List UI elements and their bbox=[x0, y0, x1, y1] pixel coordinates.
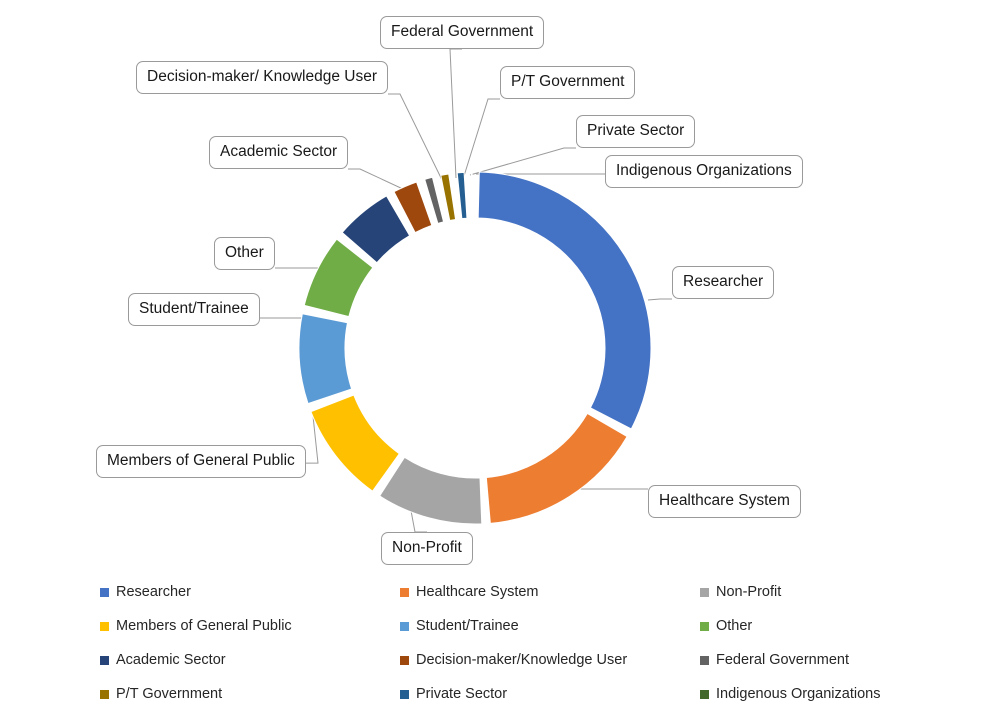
callout-label: Non-Profit bbox=[392, 539, 462, 556]
donut-segment[interactable] bbox=[341, 195, 411, 264]
callout-decision-maker[interactable]: Decision-maker/ Knowledge User bbox=[136, 61, 389, 94]
legend-item[interactable]: Private Sector bbox=[400, 687, 700, 702]
donut-segment-group bbox=[298, 171, 652, 525]
chart-legend: Researcher Healthcare System Non-Profit Mem… bbox=[100, 575, 900, 710]
callout-researcher[interactable]: Researcher bbox=[672, 266, 775, 299]
callout-label: Private Sector bbox=[587, 122, 685, 139]
callout-pt-government[interactable]: P/T Government bbox=[500, 66, 636, 99]
legend-item[interactable]: Researcher bbox=[100, 585, 400, 600]
donut-segment[interactable] bbox=[310, 394, 401, 492]
callout-label: Student/Trainee bbox=[139, 300, 249, 317]
donut-segment[interactable] bbox=[477, 171, 652, 430]
donut-segment[interactable] bbox=[424, 176, 445, 225]
legend-swatch-icon bbox=[400, 689, 409, 699]
donut-segment[interactable] bbox=[456, 171, 468, 220]
donut-segment[interactable] bbox=[470, 171, 474, 219]
donut-segment[interactable] bbox=[378, 456, 483, 525]
legend-item[interactable]: Non-Profit bbox=[700, 585, 900, 600]
legend-item-label: Non-Profit bbox=[716, 583, 782, 600]
legend-item[interactable]: Members of General Public bbox=[100, 619, 400, 634]
callout-federal-government[interactable]: Federal Government bbox=[380, 16, 545, 49]
leader-line-federal-government bbox=[449, 48, 462, 179]
callout-label: Federal Government bbox=[391, 23, 534, 40]
donut-segment[interactable] bbox=[393, 181, 433, 234]
legend-item[interactable]: Student/Trainee bbox=[400, 619, 700, 634]
callout-label: Healthcare System bbox=[659, 492, 790, 509]
callout-label: Indigenous Organizations bbox=[616, 162, 792, 179]
legend-item[interactable]: Federal Government bbox=[700, 653, 900, 668]
donut-segment[interactable] bbox=[485, 412, 628, 524]
leader-line-members-general-public bbox=[306, 415, 319, 464]
legend-swatch-icon bbox=[400, 587, 409, 597]
legend-item-label: Academic Sector bbox=[116, 651, 226, 668]
callout-label: P/T Government bbox=[511, 73, 625, 90]
legend-swatch-icon bbox=[100, 621, 109, 631]
callout-indigenous-organizations[interactable]: Indigenous Organizations bbox=[605, 155, 803, 188]
donut-segment[interactable] bbox=[303, 238, 374, 318]
legend-item[interactable]: Other bbox=[700, 619, 900, 634]
leader-line-academic-sector bbox=[348, 168, 419, 197]
legend-item-label: Private Sector bbox=[416, 685, 508, 702]
legend-item-label: Healthcare System bbox=[416, 583, 539, 600]
callout-student-trainee[interactable]: Student/Trainee bbox=[128, 293, 260, 326]
legend-swatch-icon bbox=[100, 655, 109, 665]
legend-item[interactable]: Healthcare System bbox=[400, 585, 700, 600]
legend-item[interactable]: Indigenous Organizations bbox=[700, 687, 900, 702]
callout-private-sector[interactable]: Private Sector bbox=[576, 115, 696, 148]
legend-item-label: Student/Trainee bbox=[416, 617, 519, 634]
callout-non-profit[interactable]: Non-Profit bbox=[381, 532, 473, 565]
leader-line-pt-government bbox=[463, 98, 500, 177]
legend-swatch-icon bbox=[700, 689, 709, 699]
legend-swatch-icon bbox=[700, 621, 709, 631]
callout-other[interactable]: Other bbox=[214, 237, 275, 270]
callout-label: Decision-maker/ Knowledge User bbox=[147, 68, 378, 85]
legend-item[interactable]: Academic Sector bbox=[100, 653, 400, 668]
callout-label: Academic Sector bbox=[220, 143, 338, 160]
legend-swatch-icon bbox=[100, 689, 109, 699]
legend-swatch-icon bbox=[400, 621, 409, 631]
legend-item-label: Federal Government bbox=[716, 651, 849, 668]
legend-item-label: Researcher bbox=[116, 583, 191, 600]
callout-members-general-public[interactable]: Members of General Public bbox=[96, 445, 306, 478]
legend-item-label: P/T Government bbox=[116, 685, 223, 702]
legend-swatch-icon bbox=[400, 655, 409, 665]
legend-swatch-icon bbox=[100, 587, 109, 597]
legend-item-label: Other bbox=[716, 617, 753, 634]
callout-healthcare-system[interactable]: Healthcare System bbox=[648, 485, 801, 518]
legend-item-label: Decision-maker/Knowledge User bbox=[416, 651, 628, 668]
donut-segment[interactable] bbox=[298, 313, 353, 405]
legend-item[interactable]: P/T Government bbox=[100, 687, 400, 702]
callout-label: Members of General Public bbox=[107, 452, 295, 469]
callout-label: Researcher bbox=[683, 273, 764, 290]
legend-item-label: Members of General Public bbox=[116, 617, 292, 634]
legend-item-label: Indigenous Organizations bbox=[716, 685, 881, 702]
legend-swatch-icon bbox=[700, 655, 709, 665]
legend-item[interactable]: Decision-maker/Knowledge User bbox=[400, 653, 700, 668]
callout-academic-sector[interactable]: Academic Sector bbox=[209, 136, 349, 169]
leader-line-private-sector bbox=[469, 147, 576, 176]
donut-segment[interactable] bbox=[440, 173, 457, 222]
callout-label: Other bbox=[225, 244, 264, 261]
legend-swatch-icon bbox=[700, 587, 709, 597]
leader-line-researcher bbox=[647, 298, 672, 301]
leader-line-decision-maker bbox=[388, 93, 444, 183]
